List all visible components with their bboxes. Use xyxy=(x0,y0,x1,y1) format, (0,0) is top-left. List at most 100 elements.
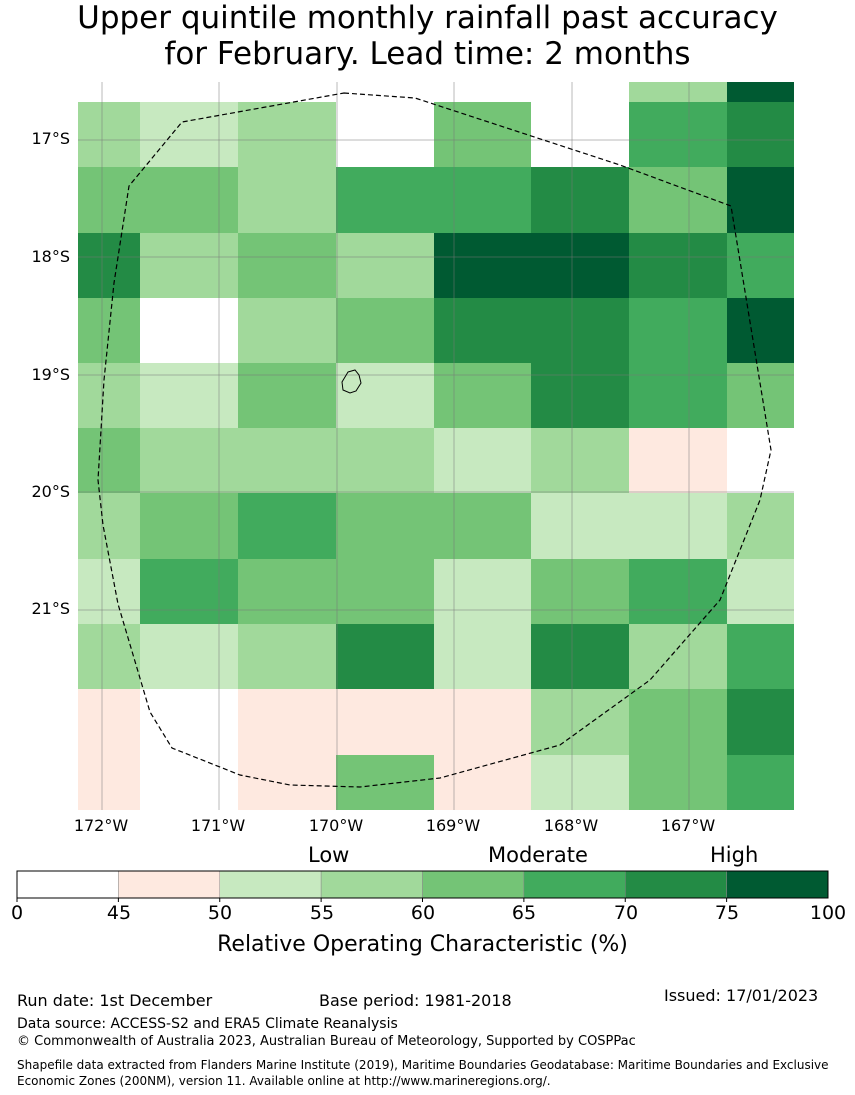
colorbar-tick-65: 65 xyxy=(511,902,537,924)
grid-cell xyxy=(78,363,140,428)
grid-cell xyxy=(238,298,336,363)
grid-cell xyxy=(531,82,629,102)
colorbar-tick-50: 50 xyxy=(207,902,233,924)
colorbar-segment xyxy=(16,870,119,899)
grid-cell xyxy=(434,82,531,102)
grid-cell xyxy=(434,624,531,689)
base-period: Base period: 1981-2018 xyxy=(319,991,512,1010)
grid-cell xyxy=(629,428,727,493)
grid-cell xyxy=(336,493,434,559)
lon-label-171w: 171°W xyxy=(190,816,246,835)
lon-label-172w: 172°W xyxy=(73,816,129,835)
grid-cell xyxy=(238,167,336,233)
grid-cell xyxy=(78,493,140,559)
title-line-1: Upper quintile monthly rainfall past acc… xyxy=(77,0,778,36)
grid-cell xyxy=(336,167,434,233)
title-line-2: for February. Lead time: 2 months xyxy=(164,36,691,72)
grid-cell xyxy=(78,755,140,810)
lon-label-170w: 170°W xyxy=(308,816,364,835)
grid-cell xyxy=(531,298,629,363)
colorbar-tick-45: 45 xyxy=(106,902,132,924)
shapefile-credit-line-2: Economic Zones (200NM), version 11. Avai… xyxy=(17,1074,551,1088)
colorbar xyxy=(16,870,829,902)
grid-cell xyxy=(531,559,629,624)
colorbar-segment xyxy=(726,870,829,899)
grid-cell xyxy=(629,493,727,559)
grid-cell xyxy=(238,363,336,428)
grid-cell xyxy=(140,298,238,363)
grid-cell xyxy=(140,363,238,428)
grid-cell xyxy=(336,689,434,755)
issued-date: Issued: 17/01/2023 xyxy=(664,986,819,1005)
lat-label-20s: 20°S xyxy=(31,482,70,501)
grid-cell xyxy=(434,363,531,428)
run-date: Run date: 1st December xyxy=(17,991,213,1010)
grid-cell xyxy=(78,689,140,755)
colorbar-tick-0: 0 xyxy=(10,902,24,924)
grid-cell xyxy=(531,167,629,233)
colorbar-segment xyxy=(219,870,322,899)
colorbar-tick-60: 60 xyxy=(410,902,436,924)
grid-cell xyxy=(727,689,794,755)
grid-cell xyxy=(336,233,434,298)
grid-cell xyxy=(238,102,336,167)
grid-cell xyxy=(140,559,238,624)
grid-cell xyxy=(336,559,434,624)
colorbar-segment xyxy=(118,870,220,899)
grid-cell xyxy=(140,102,238,167)
colorbar-segment xyxy=(422,870,525,899)
grid-cell xyxy=(531,363,629,428)
grid-cell xyxy=(727,167,794,233)
grid-cell xyxy=(78,559,140,624)
grid-cell xyxy=(336,428,434,493)
colorbar-tick-70: 70 xyxy=(613,902,639,924)
grid-cell xyxy=(238,624,336,689)
grid-cell xyxy=(727,298,794,363)
grid-cell xyxy=(629,102,727,167)
grid-cell xyxy=(531,689,629,755)
grid-cell xyxy=(336,82,434,102)
grid-cell xyxy=(531,428,629,493)
grid-cell xyxy=(727,233,794,298)
grid-cell xyxy=(629,82,727,102)
lat-label-17s: 17°S xyxy=(31,129,70,148)
grid-cell xyxy=(78,233,140,298)
grid-cell xyxy=(140,493,238,559)
grid-cell xyxy=(238,559,336,624)
lat-label-18s: 18°S xyxy=(31,247,70,266)
grid-cell xyxy=(434,167,531,233)
lat-label-21s: 21°S xyxy=(31,599,70,618)
island-outline xyxy=(341,369,362,394)
colorbar-tick-75: 75 xyxy=(714,902,740,924)
data-source: Data source: ACCESS-S2 and ERA5 Climate … xyxy=(17,1016,398,1032)
colorbar-segment xyxy=(523,870,626,899)
colorbar-tick-55: 55 xyxy=(309,902,335,924)
grid-cell xyxy=(531,102,629,167)
legend-category-high: High xyxy=(710,843,759,867)
copyright: © Commonwealth of Australia 2023, Austra… xyxy=(17,1034,636,1049)
grid-cell xyxy=(629,755,727,810)
grid-cell xyxy=(336,102,434,167)
grid-cell xyxy=(434,233,531,298)
grid-cell xyxy=(140,428,238,493)
grid-cell xyxy=(727,755,794,810)
grid-cell xyxy=(629,233,727,298)
grid-cell xyxy=(140,755,238,810)
grid-cell xyxy=(238,493,336,559)
grid-cell xyxy=(140,233,238,298)
grid-cell xyxy=(78,82,140,102)
grid-cell xyxy=(434,689,531,755)
grid-cell xyxy=(629,167,727,233)
lat-label-19s: 19°S xyxy=(31,365,70,384)
grid-cell xyxy=(78,102,140,167)
grid-cell xyxy=(434,493,531,559)
grid-cell xyxy=(336,624,434,689)
grid-cell xyxy=(434,755,531,810)
grid-cell xyxy=(629,559,727,624)
grid-cell xyxy=(434,428,531,493)
grid-cell xyxy=(238,233,336,298)
grid-cell xyxy=(434,559,531,624)
grid-cell xyxy=(238,689,336,755)
grid-cell xyxy=(629,689,727,755)
